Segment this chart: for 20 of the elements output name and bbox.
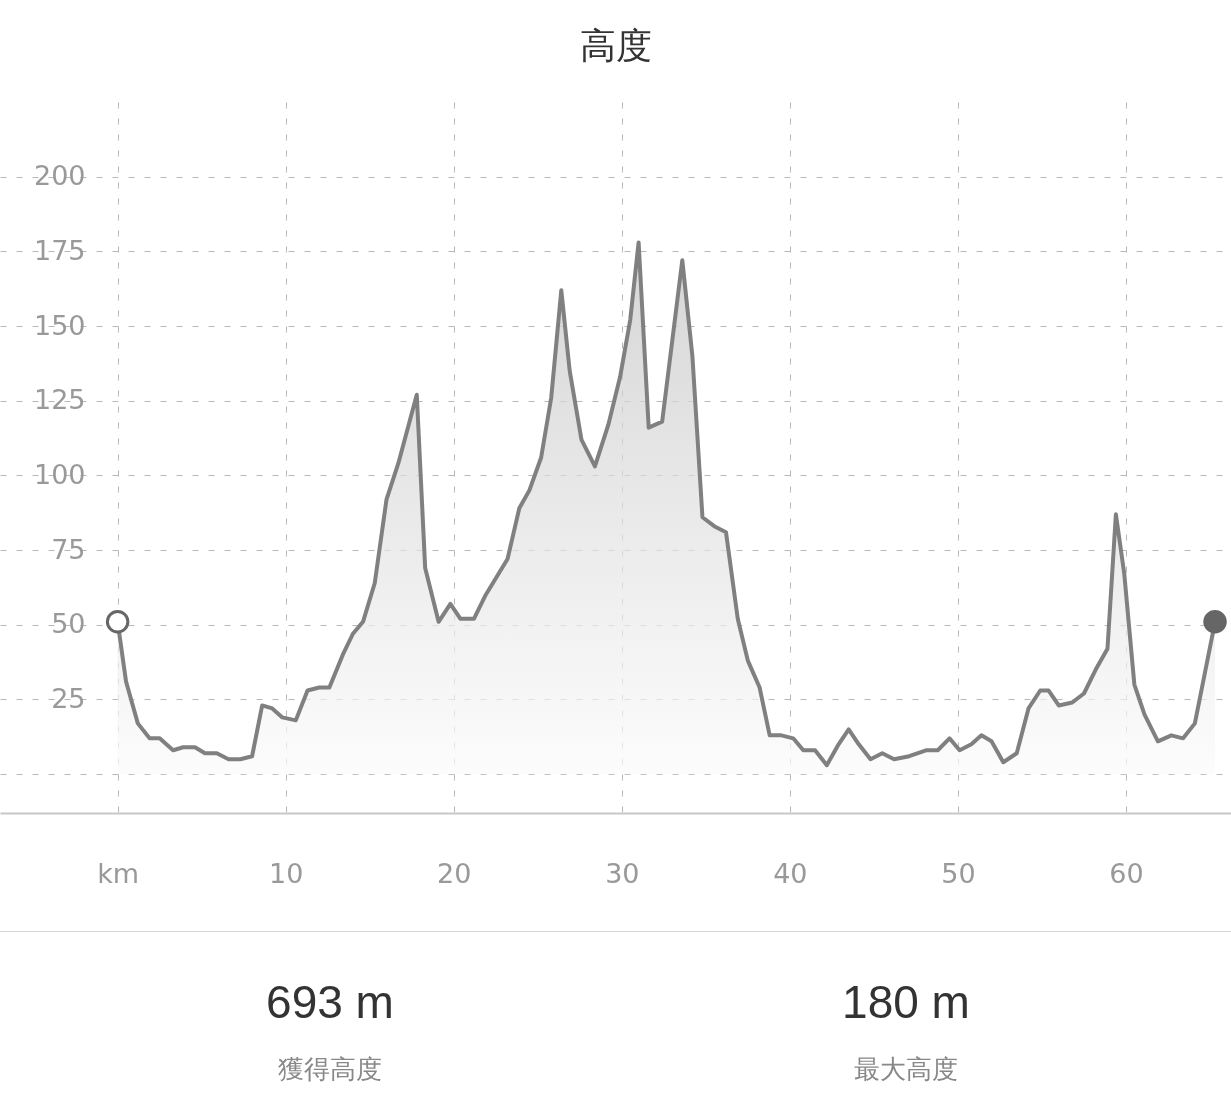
y-tick-label: 25 [51, 682, 86, 714]
x-tick-label: km [97, 857, 140, 889]
y-tick-label: 150 [33, 309, 86, 341]
y-tick-label: 75 [51, 533, 86, 565]
x-tick-label: 10 [269, 857, 304, 889]
text: 獲得高度 [277, 1053, 383, 1086]
x-tick-label: 40 [773, 857, 808, 889]
y-tick-label: 125 [33, 384, 86, 416]
x-tick-label: 60 [1109, 857, 1144, 889]
y-tick-label: 50 [51, 608, 86, 640]
x-tick-label: 50 [941, 857, 976, 889]
y-tick-label: 100 [33, 458, 86, 490]
x-tick-label: 30 [605, 857, 640, 889]
text: 最大高度 [853, 1053, 959, 1086]
chart-title: 高度 [579, 25, 652, 66]
text: 180 m [841, 975, 971, 1029]
y-tick-label: 200 [33, 160, 86, 192]
y-tick-label: 175 [33, 234, 86, 266]
text: 693 m [265, 975, 395, 1029]
x-tick-label: 20 [437, 857, 472, 889]
